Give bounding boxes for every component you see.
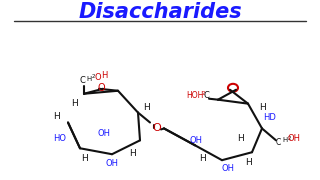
Text: OH: OH [287,134,300,143]
Text: O: O [95,73,101,82]
Text: C: C [276,138,281,147]
Text: C: C [79,76,85,85]
Text: H: H [82,154,88,163]
Text: HOH: HOH [186,91,204,100]
Text: O: O [97,83,105,93]
Text: HO: HO [53,134,67,143]
Text: HD: HD [264,113,276,122]
Text: C: C [203,91,209,100]
Text: H: H [101,71,107,80]
Text: H: H [54,112,60,121]
Text: H: H [236,134,244,143]
Text: OH: OH [106,159,118,168]
Text: H: H [244,158,252,167]
Text: H: H [86,76,92,82]
Text: H: H [72,99,78,108]
Text: H: H [260,103,266,112]
Text: H: H [144,103,150,112]
Text: H: H [129,149,135,158]
Text: Disaccharides: Disaccharides [78,3,242,22]
Text: OH: OH [98,129,110,138]
Text: OH: OH [221,164,235,173]
Text: H: H [282,137,288,143]
Text: 2: 2 [91,74,95,79]
Text: 2: 2 [201,91,205,96]
Text: OH: OH [189,136,203,145]
Text: 2: 2 [287,136,291,141]
Text: O: O [153,123,161,133]
Text: H: H [199,154,205,163]
